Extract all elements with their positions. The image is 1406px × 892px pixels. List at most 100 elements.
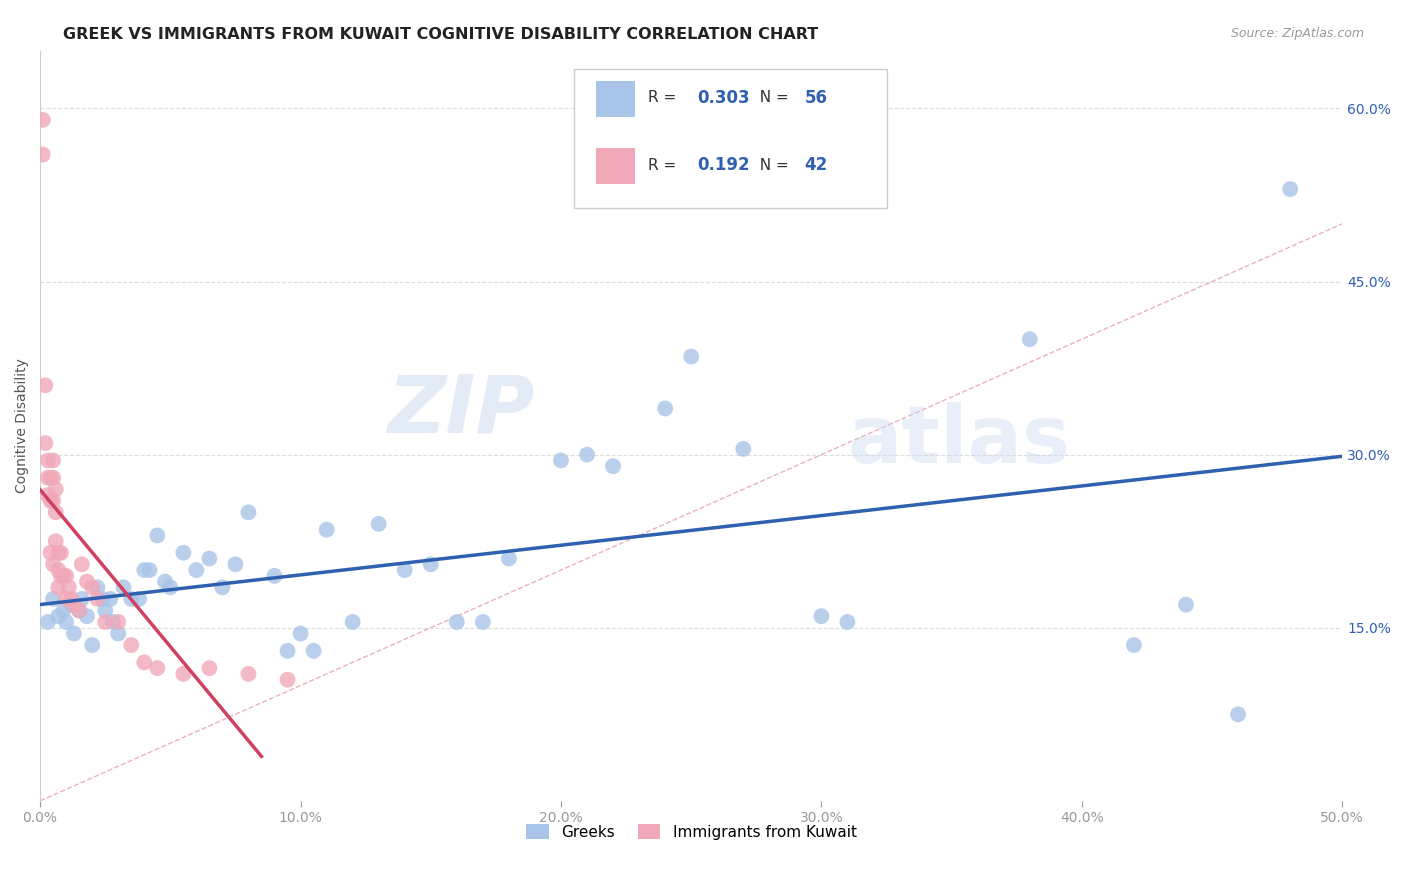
Point (55, 569, 77, 583)
Point (100, 591, 122, 606)
Point (198, 551, 221, 566)
Point (211, 580, 233, 594)
Point (45, 534, 67, 549)
Point (302, 644, 325, 658)
Legend: Greeks, Immigrants from Kuwait: Greeks, Immigrants from Kuwait (520, 818, 863, 846)
Text: atlas: atlas (848, 401, 1070, 480)
Bar (596, 148, 636, 185)
Point (58, 580, 80, 594)
Text: R =: R = (648, 90, 682, 105)
Text: Source: ZipAtlas.com: Source: ZipAtlas.com (1230, 27, 1364, 40)
Point (654, 401, 676, 416)
Point (576, 448, 599, 462)
Point (172, 546, 194, 560)
Text: 42: 42 (804, 156, 828, 175)
Point (146, 661, 169, 675)
Point (315, 523, 337, 537)
Point (550, 453, 572, 467)
Point (120, 591, 142, 606)
Point (42, 493, 65, 508)
Point (94, 603, 117, 617)
Point (55, 591, 77, 606)
Point (146, 528, 169, 542)
Point (290, 626, 312, 640)
Point (67, 603, 90, 617)
Point (46, 546, 69, 560)
Point (107, 615, 129, 629)
Point (67, 603, 90, 617)
Point (471, 615, 494, 629)
Point (31, 112, 53, 127)
Point (172, 667, 194, 681)
Point (498, 551, 520, 566)
Point (263, 569, 285, 583)
Point (45, 505, 67, 519)
Point (94, 615, 117, 629)
Point (224, 558, 246, 572)
Point (45, 482, 67, 496)
Point (238, 505, 260, 519)
Point (37, 615, 59, 629)
Point (198, 661, 221, 675)
Point (39, 546, 62, 560)
Point (42, 591, 65, 606)
Point (276, 644, 298, 658)
Point (138, 563, 160, 577)
Point (120, 638, 142, 652)
Point (70, 591, 93, 606)
Point (86, 580, 108, 594)
Point (76, 574, 98, 589)
Text: ZIP: ZIP (388, 372, 534, 450)
Point (134, 563, 156, 577)
Text: R =: R = (648, 158, 682, 173)
Point (238, 667, 260, 681)
Point (82, 580, 104, 594)
Point (101, 615, 124, 629)
Point (837, 615, 859, 629)
Point (52, 603, 75, 617)
Point (112, 580, 135, 594)
Point (39, 471, 62, 485)
Point (419, 558, 441, 572)
Point (153, 574, 176, 589)
Point (49, 569, 72, 583)
Point (34, 378, 56, 392)
Point (733, 442, 755, 456)
Text: 0.192: 0.192 (697, 156, 751, 175)
Point (342, 615, 364, 629)
Text: N =: N = (749, 90, 793, 105)
Text: N =: N = (749, 158, 793, 173)
Point (602, 459, 624, 474)
Point (159, 580, 181, 594)
Point (52, 569, 75, 583)
Point (1018, 332, 1040, 346)
Point (60, 598, 83, 612)
Point (186, 563, 208, 577)
Point (1175, 598, 1198, 612)
Y-axis label: Cognitive Disability: Cognitive Disability (15, 359, 30, 493)
Point (31, 147, 53, 161)
Point (42, 558, 65, 572)
Point (70, 558, 93, 572)
FancyBboxPatch shape (574, 70, 887, 208)
Point (91, 591, 114, 606)
Point (86, 591, 108, 606)
Point (42, 471, 65, 485)
Point (128, 591, 150, 606)
Text: 56: 56 (804, 89, 828, 107)
Point (810, 609, 832, 624)
Point (1227, 707, 1250, 722)
Point (134, 656, 156, 670)
Point (107, 626, 129, 640)
Point (42, 453, 65, 467)
Point (63, 598, 86, 612)
Point (34, 436, 56, 450)
Point (39, 493, 62, 508)
Point (1279, 182, 1302, 196)
Point (82, 638, 104, 652)
Text: GREEK VS IMMIGRANTS FROM KUWAIT COGNITIVE DISABILITY CORRELATION CHART: GREEK VS IMMIGRANTS FROM KUWAIT COGNITIV… (63, 27, 818, 42)
Point (394, 563, 416, 577)
Point (49, 546, 72, 560)
Point (76, 609, 98, 624)
Point (367, 516, 389, 531)
